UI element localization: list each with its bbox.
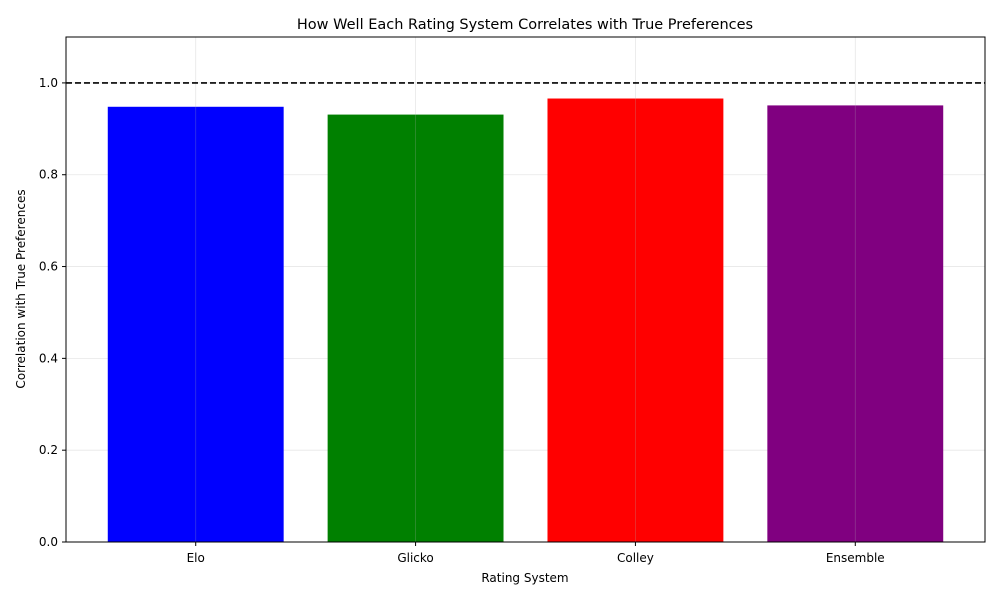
plot-frame bbox=[65, 36, 986, 543]
bar-ensemble bbox=[767, 105, 944, 543]
x-axis-title: Rating System bbox=[481, 571, 568, 585]
bar-elo bbox=[107, 106, 284, 543]
x-tick-label: Colley bbox=[617, 551, 654, 565]
y-tick-label: 0.6 bbox=[39, 260, 58, 274]
y-tick-label: 0.4 bbox=[39, 351, 58, 365]
y-tick-label: 0.0 bbox=[39, 535, 58, 549]
x-tick-label: Glicko bbox=[397, 551, 433, 565]
y-tick-label: 1.0 bbox=[39, 76, 58, 90]
y-axis-ticks: 0.0 0.2 0.4 0.6 0.8 1.0 bbox=[39, 76, 66, 549]
bar-colley bbox=[547, 98, 724, 542]
chart-title: How Well Each Rating System Correlates w… bbox=[297, 17, 753, 33]
y-axis-title: Correlation with True Preferences bbox=[14, 189, 28, 388]
bars bbox=[107, 98, 944, 543]
x-axis-ticks: Elo Glicko Colley Ensemble bbox=[187, 542, 885, 565]
bar-glicko bbox=[327, 114, 504, 542]
x-tick-label: Ensemble bbox=[826, 551, 885, 565]
y-tick-label: 0.2 bbox=[39, 443, 58, 457]
x-tick-label: Elo bbox=[187, 551, 205, 565]
y-tick-label: 0.8 bbox=[39, 168, 58, 182]
grid-overlay bbox=[195, 37, 856, 542]
